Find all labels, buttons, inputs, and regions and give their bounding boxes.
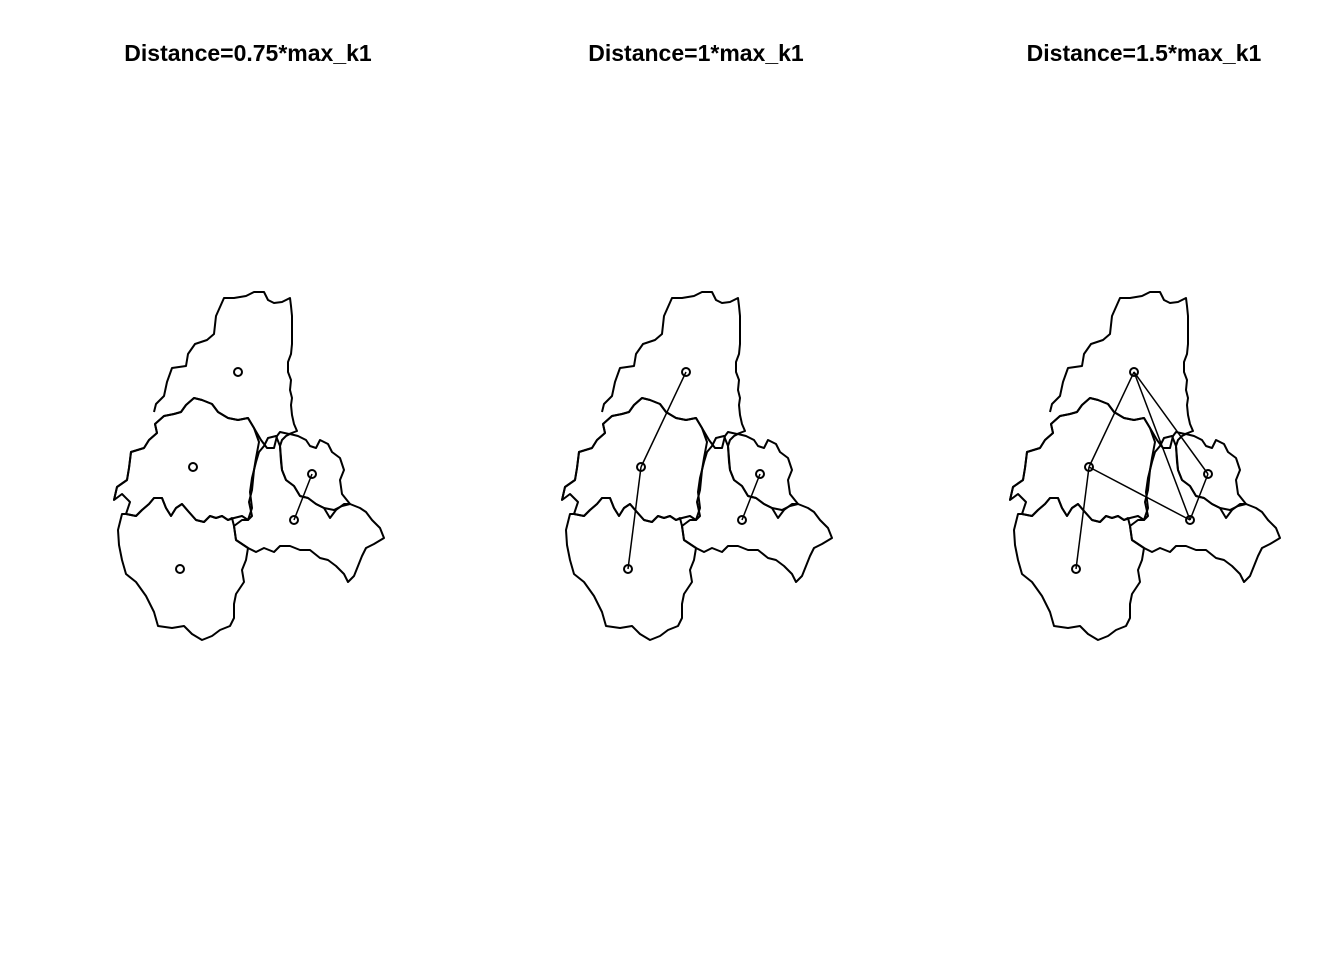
neighbour-link bbox=[741, 473, 761, 521]
neighbour-map bbox=[113, 291, 385, 641]
neighbour-link bbox=[627, 466, 642, 570]
centroid-point-south-west bbox=[1071, 564, 1081, 574]
neighbour-link bbox=[1088, 466, 1191, 521]
region-outline bbox=[681, 435, 833, 583]
centroid-point-centre-west bbox=[188, 462, 198, 472]
centroid-point-east bbox=[755, 469, 765, 479]
neighbour-link bbox=[293, 473, 313, 521]
neighbour-link bbox=[1133, 371, 1191, 521]
region-outline bbox=[113, 291, 298, 501]
neighbour-link bbox=[1133, 371, 1209, 475]
region-outline bbox=[561, 397, 708, 523]
panel-3: Distance=1.5*max_k1 bbox=[920, 0, 1344, 960]
region-outline bbox=[1009, 397, 1156, 523]
region-outline bbox=[113, 397, 260, 523]
centroid-point-south-west bbox=[623, 564, 633, 574]
neighbour-link bbox=[640, 371, 687, 468]
centroid-point-south-east bbox=[289, 515, 299, 525]
region-outline bbox=[1009, 291, 1194, 501]
centroid-point-east bbox=[307, 469, 317, 479]
neighbour-link bbox=[1189, 473, 1209, 521]
neighbour-link bbox=[1075, 466, 1090, 570]
centroid-point-north bbox=[681, 367, 691, 377]
neighbour-link bbox=[1088, 371, 1135, 468]
region-outline bbox=[233, 435, 385, 583]
centroid-point-east bbox=[1203, 469, 1213, 479]
panel-title: Distance=0.75*max_k1 bbox=[124, 40, 372, 66]
centroid-point-south-east bbox=[1185, 515, 1195, 525]
centroid-point-south-east bbox=[737, 515, 747, 525]
region-outline bbox=[561, 291, 746, 501]
centroid-point-centre-west bbox=[1084, 462, 1094, 472]
panel-1: Distance=0.75*max_k1 bbox=[24, 0, 472, 960]
centroid-point-south-west bbox=[175, 564, 185, 574]
panel-title: Distance=1*max_k1 bbox=[588, 40, 804, 66]
centroid-point-centre-west bbox=[636, 462, 646, 472]
neighbour-map bbox=[1009, 291, 1281, 641]
centroid-point-north bbox=[1129, 367, 1139, 377]
panel-2: Distance=1*max_k1 bbox=[472, 0, 920, 960]
neighbour-map bbox=[561, 291, 833, 641]
panel-title: Distance=1.5*max_k1 bbox=[1026, 40, 1262, 66]
centroid-point-north bbox=[233, 367, 243, 377]
region-outline bbox=[1129, 435, 1281, 583]
